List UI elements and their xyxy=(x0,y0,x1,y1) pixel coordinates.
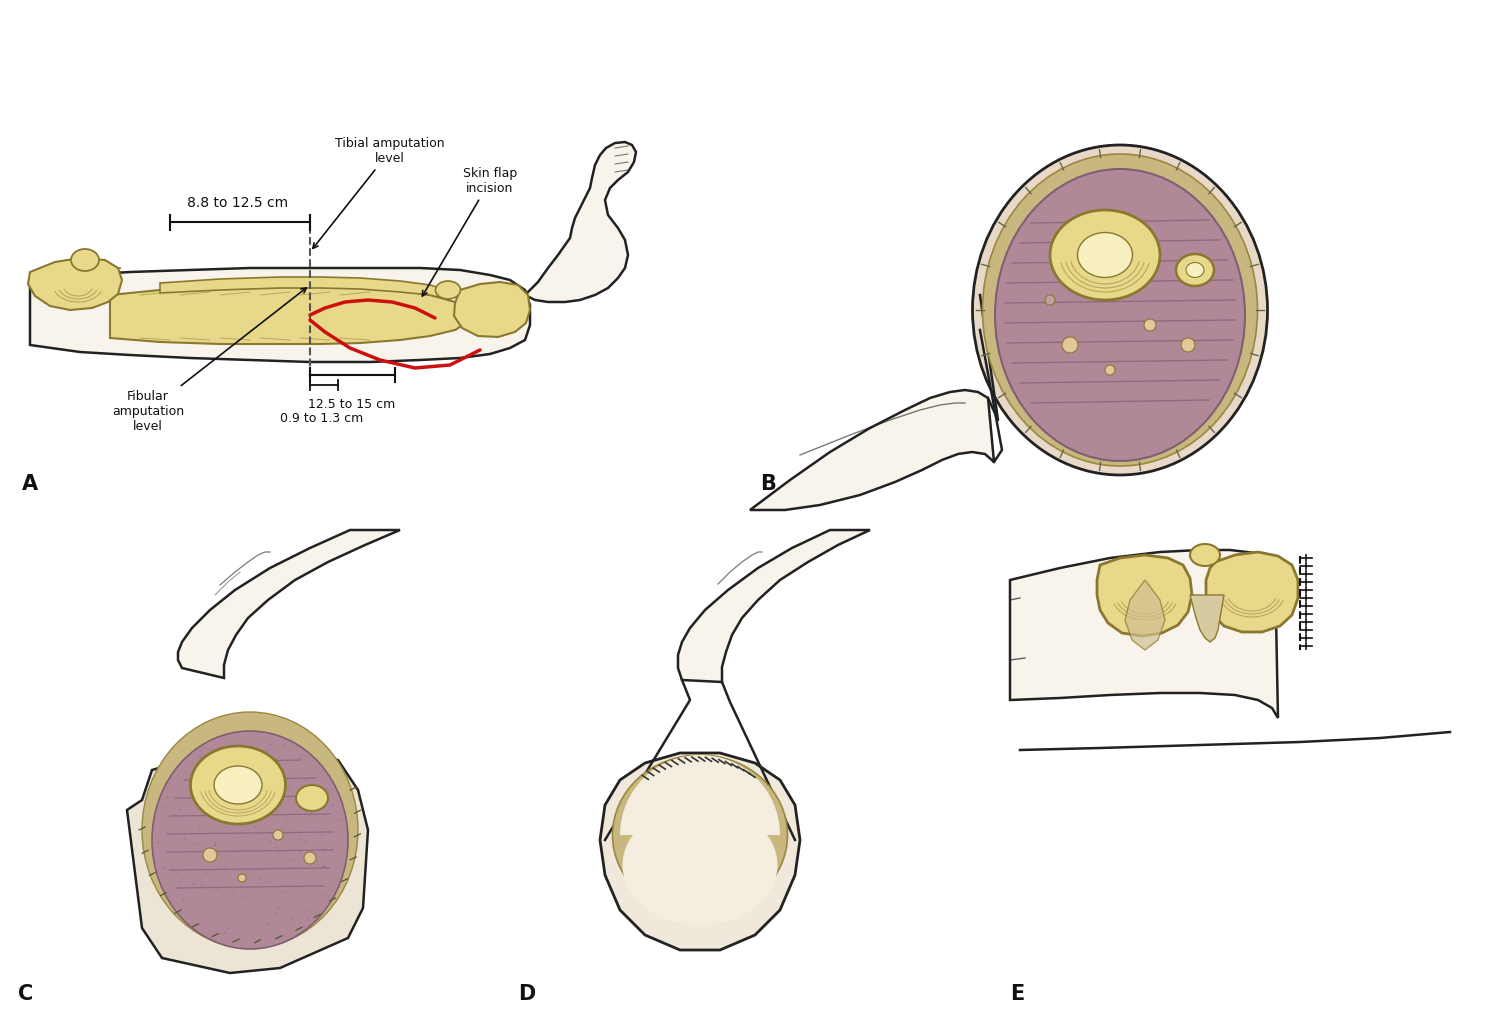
Ellipse shape xyxy=(435,281,460,299)
Circle shape xyxy=(273,830,284,840)
Text: C: C xyxy=(18,984,33,1004)
Ellipse shape xyxy=(1190,544,1219,566)
Ellipse shape xyxy=(70,249,99,271)
Circle shape xyxy=(1180,338,1196,352)
Ellipse shape xyxy=(1077,233,1132,278)
Circle shape xyxy=(304,852,316,864)
Text: D: D xyxy=(518,984,536,1004)
Ellipse shape xyxy=(994,169,1245,461)
Text: E: E xyxy=(1010,984,1025,1004)
Polygon shape xyxy=(600,753,800,950)
Text: 12.5 to 15 cm: 12.5 to 15 cm xyxy=(309,398,396,411)
Polygon shape xyxy=(110,286,470,344)
Ellipse shape xyxy=(1186,262,1204,278)
Wedge shape xyxy=(620,755,780,835)
Ellipse shape xyxy=(622,805,777,925)
Ellipse shape xyxy=(296,785,328,811)
Ellipse shape xyxy=(972,145,1268,475)
Polygon shape xyxy=(160,277,450,300)
Polygon shape xyxy=(678,530,870,682)
Ellipse shape xyxy=(982,154,1257,466)
Polygon shape xyxy=(1206,552,1298,632)
Polygon shape xyxy=(1190,595,1224,642)
Ellipse shape xyxy=(190,746,285,824)
Circle shape xyxy=(238,874,246,882)
Text: B: B xyxy=(760,474,776,494)
Ellipse shape xyxy=(1176,254,1214,286)
Circle shape xyxy=(1144,319,1156,331)
Polygon shape xyxy=(28,258,122,310)
Circle shape xyxy=(1106,364,1114,375)
Polygon shape xyxy=(525,142,636,302)
Ellipse shape xyxy=(214,766,262,804)
Polygon shape xyxy=(1125,580,1166,650)
Text: Fibular
amputation
level: Fibular amputation level xyxy=(112,288,306,433)
Polygon shape xyxy=(1010,550,1278,718)
Ellipse shape xyxy=(1050,210,1160,300)
Polygon shape xyxy=(128,745,368,973)
Polygon shape xyxy=(178,530,400,678)
Ellipse shape xyxy=(142,712,358,949)
Text: 8.8 to 12.5 cm: 8.8 to 12.5 cm xyxy=(188,196,288,210)
Polygon shape xyxy=(1096,555,1192,636)
Text: A: A xyxy=(22,474,38,494)
Polygon shape xyxy=(30,268,530,362)
Circle shape xyxy=(1062,337,1078,353)
Polygon shape xyxy=(750,390,994,510)
Circle shape xyxy=(202,848,217,862)
Text: 0.9 to 1.3 cm: 0.9 to 1.3 cm xyxy=(280,412,363,425)
Text: Tibial amputation
level: Tibial amputation level xyxy=(314,137,446,248)
Text: Skin flap
incision: Skin flap incision xyxy=(423,167,518,296)
Ellipse shape xyxy=(612,755,788,915)
Polygon shape xyxy=(454,282,530,337)
Ellipse shape xyxy=(152,731,348,949)
Circle shape xyxy=(1046,295,1054,305)
